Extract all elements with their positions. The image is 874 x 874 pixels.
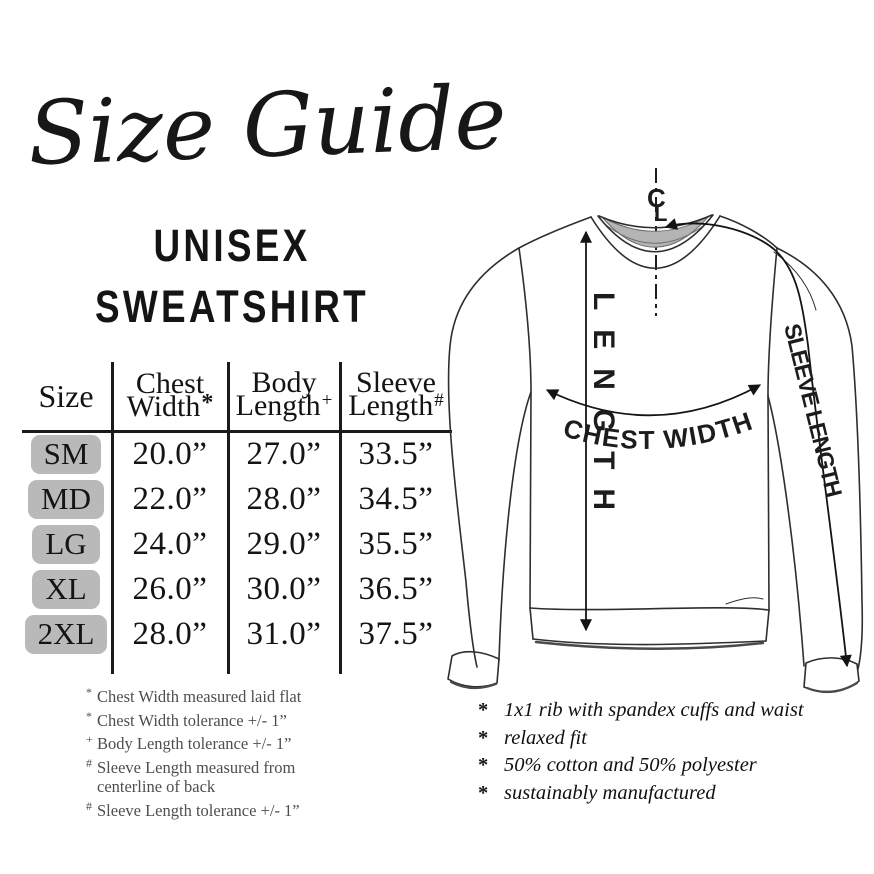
- table-header-size: Size: [38, 377, 94, 414]
- size-badge: MD: [28, 480, 104, 519]
- table-divider-vertical-1: [111, 362, 114, 674]
- table-header-body-length: Body Length+: [235, 366, 333, 422]
- feature-item: * sustainably manufactured: [478, 781, 716, 804]
- measurement-arrows: [545, 218, 852, 668]
- table-row-2xl: 2XL 28.0” 31.0” 37.5”: [20, 612, 452, 657]
- svg-text:C: C: [647, 183, 666, 213]
- sleeve-length-label: SLEEVE LENGTH: [779, 321, 847, 500]
- table-header-sleeve-length: Sleeve Length#: [348, 366, 444, 422]
- footnote-continued: centerline of back: [97, 777, 216, 796]
- sleeve-length-arrow: [664, 218, 852, 668]
- feature-item: * relaxed fit: [478, 726, 587, 749]
- table-divider-vertical-3: [339, 362, 342, 674]
- chest-width-value: 24.0”: [132, 526, 208, 562]
- chest-width-footnote-marker: *: [201, 389, 214, 416]
- table-header-rule: [22, 430, 452, 433]
- right-cuff-shadow: [805, 681, 859, 694]
- feature-item: * 1x1 rib with spandex cuffs and waist: [478, 699, 804, 721]
- left-cuff-shadow: [449, 680, 498, 690]
- sleeve-length-value: 33.5”: [358, 436, 434, 472]
- chest-width-value: 20.0”: [132, 436, 208, 472]
- right-shoulder-seam: [719, 215, 778, 249]
- left-sleeve-inner: [498, 391, 532, 661]
- size-badge: LG: [32, 525, 100, 564]
- torso-left-edge: [518, 247, 532, 609]
- left-cuff: [447, 650, 500, 688]
- length-label: LENGTH: [587, 292, 620, 510]
- chest-width-arrow: [545, 384, 762, 417]
- waist-fold-line: [725, 597, 764, 605]
- waistband-bottom: [532, 638, 767, 646]
- sweatshirt-diagram: LENGTH CHEST WIDTH SLEEVE LENGTH C L: [447, 168, 864, 694]
- chest-width-value: 26.0”: [132, 571, 208, 607]
- size-badge: XL: [32, 570, 100, 609]
- footnote: * Chest Width tolerance +/- 1”: [86, 708, 287, 730]
- waistband-top: [529, 607, 770, 611]
- table-header-row: Size Chest Width* Body Length+ Sleeve Le…: [20, 360, 452, 432]
- waistband-sides: [529, 607, 770, 642]
- body-length-value: 27.0”: [246, 436, 322, 472]
- body-length-value: 28.0”: [246, 481, 322, 517]
- chest-width-value: 28.0”: [132, 616, 208, 652]
- table-header-chest-width: Chest Width*: [126, 366, 214, 423]
- right-sleeve-inner: [767, 395, 805, 667]
- sleeve-length-value: 35.5”: [358, 526, 434, 562]
- sweatshirt-label: SWEATSHIRT: [94, 281, 370, 332]
- svg-text:L: L: [654, 201, 667, 226]
- body-length-value: 29.0”: [246, 526, 322, 562]
- body-length-footnote-marker: +: [321, 390, 333, 411]
- footnote: + Body Length tolerance +/- 1”: [86, 732, 292, 753]
- footnote: # Sleeve Length measured from: [86, 755, 296, 777]
- footnote: # Sleeve Length tolerance +/- 1”: [86, 798, 300, 820]
- footnotes: * Chest Width measured laid flat * Chest W…: [86, 683, 301, 820]
- feature-list: * 1x1 rib with spandex cuffs and waist * r…: [478, 697, 804, 807]
- sleeve-length-value: 34.5”: [358, 481, 434, 517]
- size-guide-title: Size Guide: [26, 65, 509, 186]
- footnote: * Chest Width measured laid flat: [86, 685, 302, 706]
- table-row-md: MD 22.0” 28.0” 34.5”: [20, 477, 452, 522]
- size-badge: SM: [30, 435, 102, 474]
- centerline-symbol: C L: [647, 183, 667, 226]
- body-length-value: 30.0”: [246, 571, 322, 607]
- chest-width-value: 22.0”: [132, 481, 208, 517]
- table-row-xl: XL 26.0” 30.0” 36.5”: [20, 567, 452, 612]
- left-shoulder-seam: [518, 216, 592, 249]
- feature-item: * 50% cotton and 50% polyester: [478, 754, 757, 776]
- table-row-lg: LG 24.0” 29.0” 35.5”: [20, 522, 452, 567]
- table-row-sm: SM 20.0” 27.0” 33.5”: [20, 432, 452, 477]
- left-sleeve-outer: [447, 247, 520, 668]
- body-length-value: 31.0”: [246, 616, 322, 652]
- table-divider-vertical-2: [227, 362, 230, 674]
- size-badge: 2XL: [24, 615, 108, 654]
- sleeve-length-value: 37.5”: [358, 616, 434, 652]
- unisex-label: UNISEX: [153, 220, 311, 271]
- sleeve-length-footnote-marker: #: [434, 390, 444, 411]
- sleeve-length-value: 36.5”: [358, 571, 434, 607]
- size-table: Size Chest Width* Body Length+ Sleeve Le…: [20, 360, 452, 678]
